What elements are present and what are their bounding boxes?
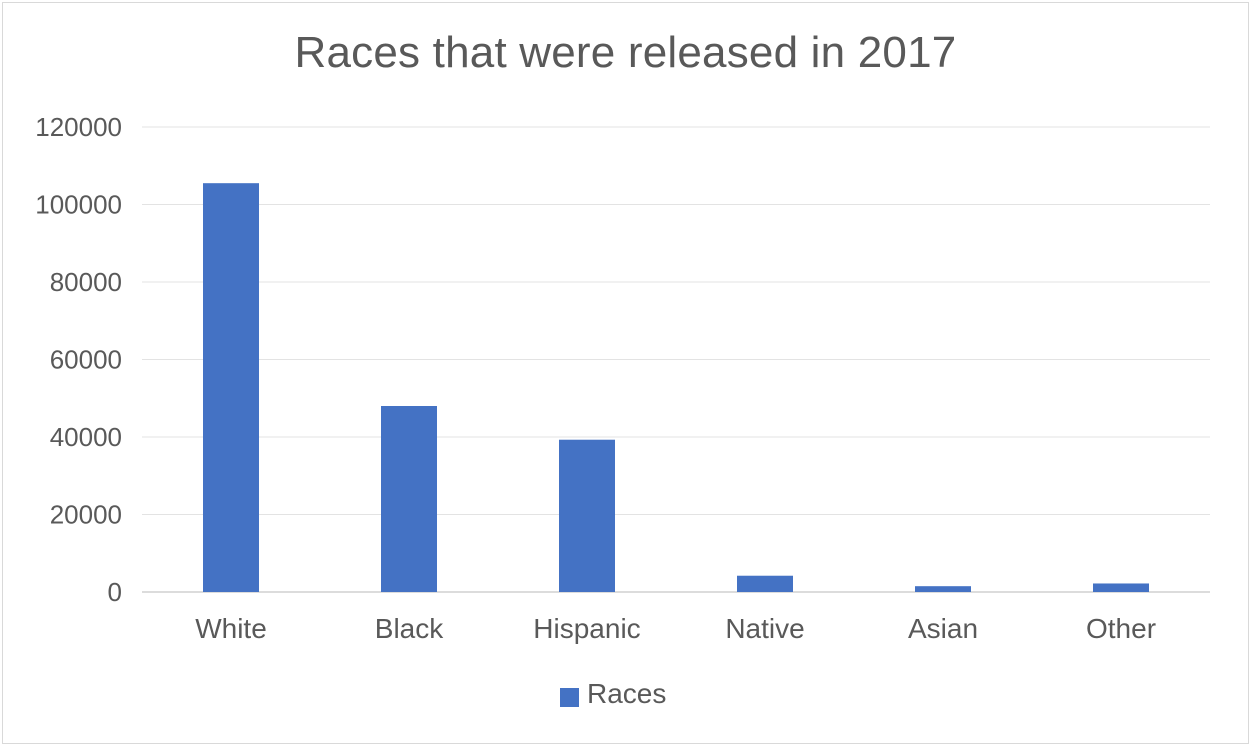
bar-black (381, 406, 437, 592)
x-tick-label: Native (725, 613, 804, 644)
y-tick-label: 100000 (35, 190, 122, 220)
x-tick-label: Asian (908, 613, 978, 644)
bar-hispanic (559, 439, 615, 592)
y-tick-label: 20000 (50, 500, 122, 530)
y-tick-label: 60000 (50, 345, 122, 375)
bar-native (737, 575, 793, 592)
x-tick-label: Black (375, 613, 444, 644)
y-tick-label: 80000 (50, 267, 122, 297)
bar-asian (915, 586, 971, 592)
legend: Races (560, 678, 666, 710)
y-tick-label: 40000 (50, 422, 122, 452)
legend-label-races: Races (587, 678, 667, 709)
chart-title: Races that were released in 2017 (294, 28, 957, 77)
x-tick-label: Other (1086, 613, 1156, 644)
bar-other (1093, 583, 1149, 592)
y-tick-label: 0 (108, 577, 122, 607)
x-tick-label: Hispanic (533, 613, 640, 644)
legend-swatch-races (560, 687, 579, 707)
x-tick-label: White (195, 613, 267, 644)
bar-white (203, 183, 259, 592)
y-tick-label: 120000 (35, 112, 122, 142)
